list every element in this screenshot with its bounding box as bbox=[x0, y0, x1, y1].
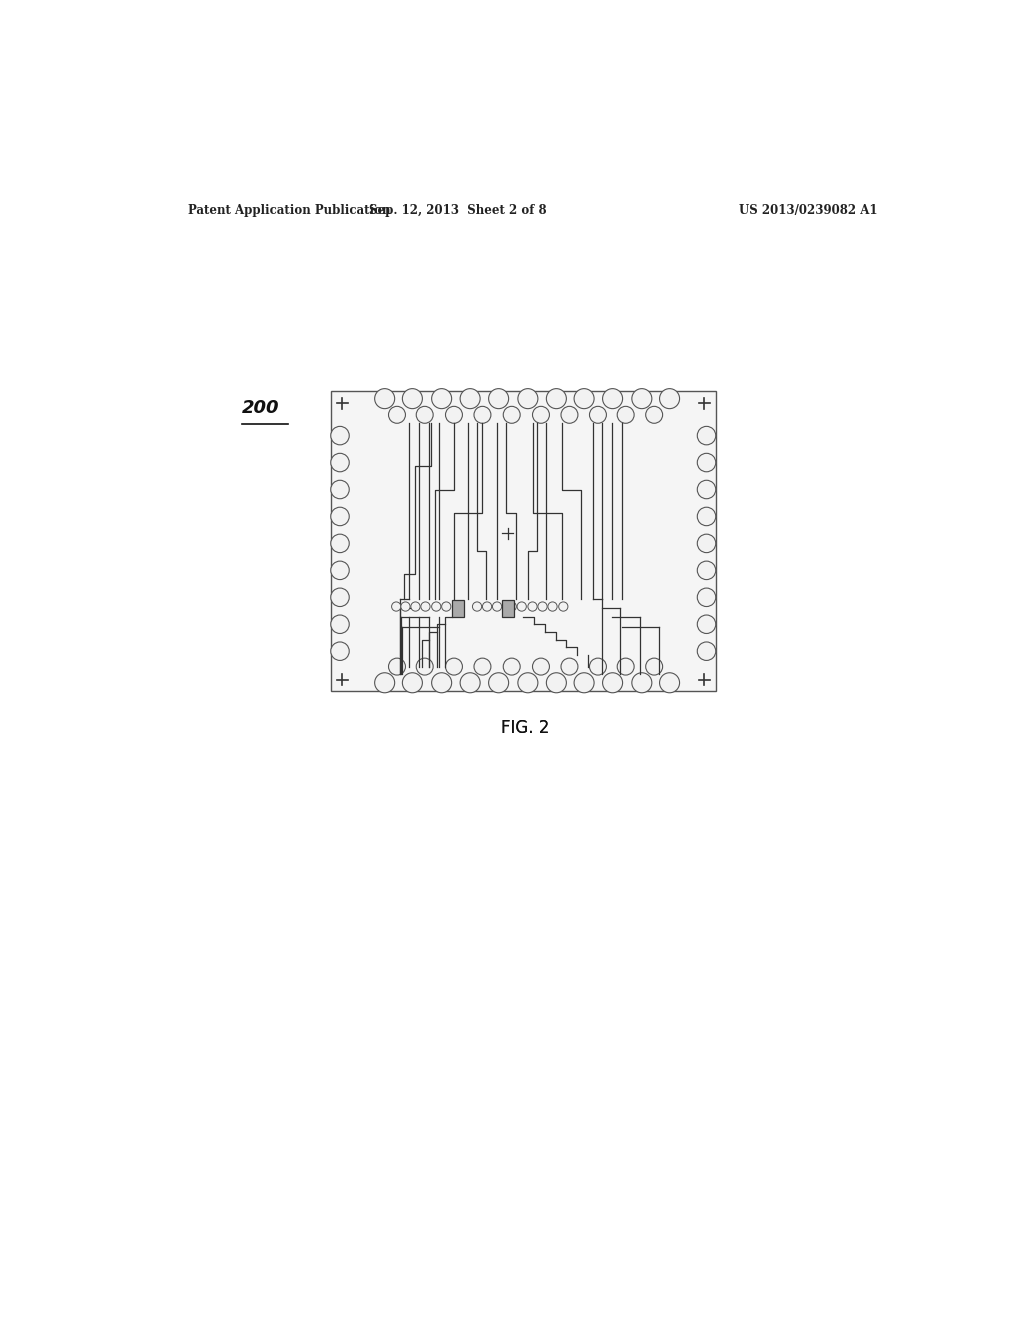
Circle shape bbox=[432, 602, 441, 611]
Circle shape bbox=[411, 602, 420, 611]
Circle shape bbox=[602, 673, 623, 693]
Circle shape bbox=[617, 659, 634, 675]
Circle shape bbox=[331, 642, 349, 660]
Circle shape bbox=[416, 407, 433, 424]
Circle shape bbox=[517, 602, 526, 611]
Circle shape bbox=[388, 659, 406, 675]
Text: Sep. 12, 2013  Sheet 2 of 8: Sep. 12, 2013 Sheet 2 of 8 bbox=[369, 205, 547, 218]
Circle shape bbox=[646, 659, 663, 675]
Circle shape bbox=[518, 388, 538, 409]
Circle shape bbox=[474, 659, 490, 675]
Circle shape bbox=[375, 388, 394, 409]
Circle shape bbox=[697, 615, 716, 634]
Circle shape bbox=[331, 615, 349, 634]
Circle shape bbox=[331, 561, 349, 579]
Circle shape bbox=[445, 659, 463, 675]
Circle shape bbox=[503, 407, 520, 424]
Text: 200: 200 bbox=[243, 399, 280, 417]
Text: FIG. 2: FIG. 2 bbox=[501, 719, 549, 737]
Circle shape bbox=[388, 407, 406, 424]
Bar bbox=[503, 599, 514, 616]
Text: US 2013/0239082 A1: US 2013/0239082 A1 bbox=[739, 205, 878, 218]
Circle shape bbox=[331, 453, 349, 471]
Circle shape bbox=[547, 388, 566, 409]
Circle shape bbox=[391, 602, 400, 611]
Circle shape bbox=[697, 507, 716, 525]
Circle shape bbox=[402, 673, 422, 693]
Circle shape bbox=[416, 659, 433, 675]
Circle shape bbox=[460, 673, 480, 693]
Circle shape bbox=[445, 407, 463, 424]
Circle shape bbox=[441, 602, 451, 611]
Circle shape bbox=[421, 602, 430, 611]
Circle shape bbox=[697, 480, 716, 499]
Circle shape bbox=[488, 673, 509, 693]
Circle shape bbox=[659, 388, 680, 409]
Circle shape bbox=[697, 426, 716, 445]
Circle shape bbox=[432, 388, 452, 409]
Circle shape bbox=[507, 602, 516, 611]
Circle shape bbox=[488, 388, 509, 409]
Circle shape bbox=[561, 659, 578, 675]
Circle shape bbox=[482, 602, 492, 611]
Circle shape bbox=[493, 602, 502, 611]
Bar bbox=[331, 391, 716, 692]
Circle shape bbox=[617, 407, 634, 424]
Circle shape bbox=[375, 673, 394, 693]
Circle shape bbox=[697, 642, 716, 660]
Circle shape bbox=[547, 673, 566, 693]
Circle shape bbox=[697, 535, 716, 553]
Circle shape bbox=[432, 673, 452, 693]
Circle shape bbox=[538, 602, 547, 611]
Text: FIG. 2: FIG. 2 bbox=[501, 719, 549, 737]
Circle shape bbox=[590, 407, 606, 424]
Circle shape bbox=[646, 407, 663, 424]
Circle shape bbox=[331, 507, 349, 525]
Circle shape bbox=[559, 602, 568, 611]
Circle shape bbox=[532, 659, 550, 675]
Circle shape bbox=[400, 602, 410, 611]
Circle shape bbox=[697, 453, 716, 471]
Circle shape bbox=[548, 602, 557, 611]
Bar bbox=[453, 599, 464, 616]
Circle shape bbox=[532, 407, 550, 424]
Circle shape bbox=[331, 480, 349, 499]
Circle shape bbox=[472, 602, 481, 611]
Circle shape bbox=[331, 589, 349, 607]
Circle shape bbox=[697, 561, 716, 579]
Circle shape bbox=[460, 388, 480, 409]
Circle shape bbox=[602, 388, 623, 409]
Circle shape bbox=[574, 673, 594, 693]
Circle shape bbox=[632, 388, 652, 409]
Circle shape bbox=[697, 589, 716, 607]
Circle shape bbox=[402, 388, 422, 409]
Circle shape bbox=[331, 426, 349, 445]
Circle shape bbox=[590, 659, 606, 675]
Circle shape bbox=[528, 602, 538, 611]
Circle shape bbox=[574, 388, 594, 409]
Circle shape bbox=[561, 407, 578, 424]
Circle shape bbox=[474, 407, 490, 424]
Text: Patent Application Publication: Patent Application Publication bbox=[188, 205, 391, 218]
Circle shape bbox=[503, 659, 520, 675]
Circle shape bbox=[331, 535, 349, 553]
Circle shape bbox=[632, 673, 652, 693]
Circle shape bbox=[659, 673, 680, 693]
Circle shape bbox=[518, 673, 538, 693]
